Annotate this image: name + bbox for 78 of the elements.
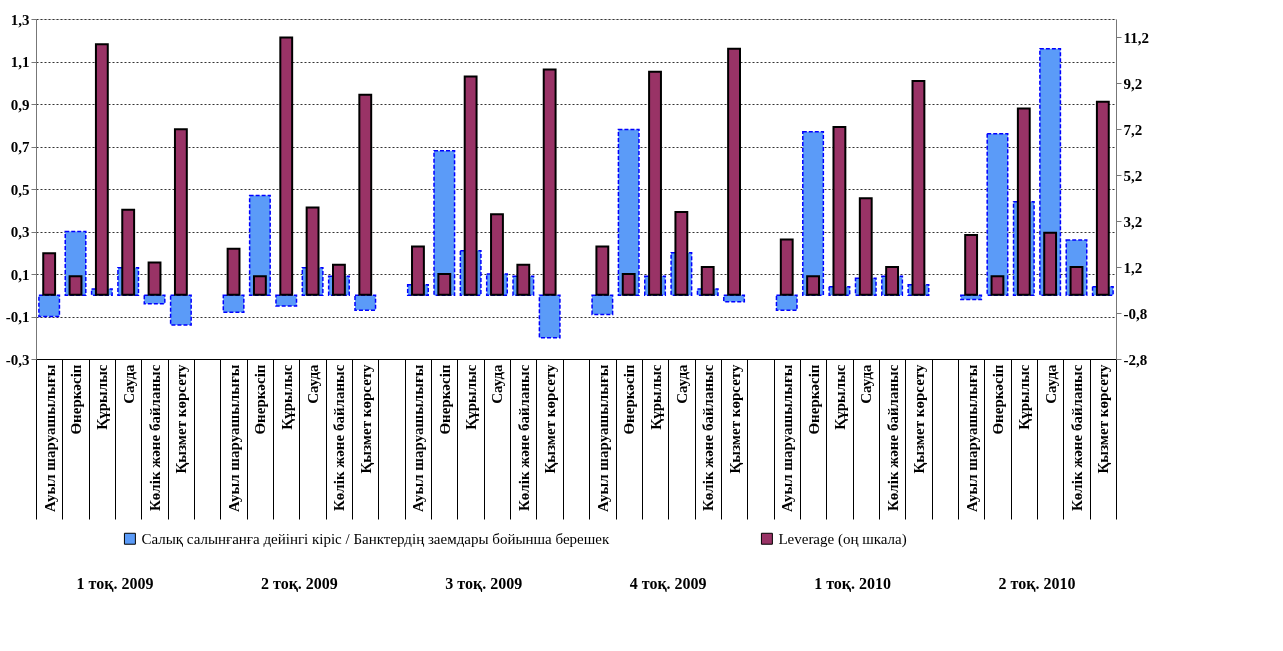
text: 2 тоқ. 2009 <box>260 575 338 592</box>
bar <box>617 128 640 296</box>
y-tick-label: -0,1 <box>5 309 30 325</box>
y-tick-label: 0,1 <box>10 266 30 283</box>
y2-tick-label: 3,2 <box>1123 213 1143 230</box>
bar <box>1043 231 1058 296</box>
x-tick-label: Ауыл шаруашылығы <box>963 364 980 513</box>
x-tick-label: Ауыл шаруашылығы <box>226 364 243 513</box>
text: 2 тоқ. 2010 <box>998 575 1076 592</box>
x-tick-label: Құрылыс <box>647 364 664 430</box>
bar <box>68 275 83 296</box>
x-tick-label: Ауыл шаруашылығы <box>594 364 611 513</box>
bar <box>775 294 798 311</box>
text: 1 тоқ. 2010 <box>814 575 892 592</box>
bar <box>990 275 1005 296</box>
x-tick-label: Өнеркәсіп <box>621 364 638 435</box>
x-tick-label: Сауда <box>489 364 506 404</box>
x-tick-label: Өнеркәсіп <box>68 364 85 435</box>
x-tick-label: Көлік және байланыс <box>331 364 348 512</box>
x-tick-label: Сауда <box>1042 364 1059 404</box>
y2-tick-label: -0,8 <box>1123 305 1148 322</box>
y-tick-label: 0,7 <box>10 139 30 155</box>
y2-tick-label: 9,2 <box>1123 75 1143 92</box>
x-tick-label: Сауда <box>120 364 137 404</box>
legend-label: Leverage (оң шкала) <box>778 530 907 548</box>
bar <box>252 275 267 296</box>
x-tick-label: Ауыл шаруашылығы <box>779 364 796 513</box>
x-tick-label: Көлік және байланыс <box>884 364 901 512</box>
y-tick-label: 0,3 <box>10 224 30 240</box>
x-tick-label: Өнеркәсіп <box>989 364 1006 435</box>
x-tick-label: Өнеркәсіп <box>436 364 453 435</box>
y2-tick-label: 5,2 <box>1123 167 1143 184</box>
x-tick-label: Құрылыс <box>831 364 848 430</box>
x-tick-label: Сауда <box>858 364 875 404</box>
legend-label: Салық салынғанға дейінгі кіріс / Банктердің заемдары бойынша берешек <box>141 530 610 547</box>
y-tick-label: 1,1 <box>10 54 30 70</box>
bar <box>433 150 456 296</box>
bar <box>1069 266 1084 296</box>
x-tick-label: Көлік және байланыс <box>700 364 717 512</box>
bar <box>169 294 192 326</box>
bar <box>437 273 452 296</box>
x-tick-label: Құрылыс <box>94 364 111 430</box>
y2-tick-label: 7,2 <box>1123 121 1143 138</box>
y2-tick-label: 11,2 <box>1123 29 1149 46</box>
x-tick-label: Сауда <box>673 364 690 404</box>
text: 3 тоқ. 2009 <box>445 575 523 592</box>
bar <box>806 275 820 296</box>
bar <box>802 130 825 296</box>
x-tick-label: Көлік және байланыс <box>1068 364 1085 512</box>
bar <box>986 133 1009 296</box>
x-tick-label: Сауда <box>305 364 322 404</box>
x-tick-label: Ауыл шаруашылығы <box>410 364 427 513</box>
x-tick-label: Құрылыс <box>278 364 295 430</box>
x-tick-label: Ауыл шаруашылығы <box>41 364 58 513</box>
y2-tick-label: 1,2 <box>1123 259 1143 276</box>
y-tick-label: -0,3 <box>5 351 30 368</box>
y-tick-label: 1,3 <box>10 11 30 28</box>
x-tick-label: Қызмет көрсету <box>542 364 559 474</box>
bar <box>275 294 298 307</box>
y-tick-label: 0,5 <box>10 181 30 198</box>
x-tick-label: Қызмет көрсету <box>357 364 374 474</box>
x-tick-label: Қызмет көрсету <box>1095 364 1112 474</box>
x-tick-label: Көлік және байланыс <box>147 364 164 512</box>
x-tick-label: Құрылыс <box>463 364 480 430</box>
x-tick-label: Қызмет көрсету <box>910 364 927 474</box>
x-tick-label: Құрылыс <box>1016 364 1033 430</box>
x-tick-label: Өнеркәсіп <box>805 364 822 435</box>
bar <box>538 294 561 339</box>
y-tick-label: 0,9 <box>10 96 30 113</box>
x-tick-label: Қызмет көрсету <box>173 364 190 474</box>
text: 1 тоқ. 2009 <box>76 575 154 592</box>
text: 4 тоқ. 2009 <box>629 575 707 592</box>
y2-tick-label: -2,8 <box>1123 351 1148 368</box>
x-tick-label: Қызмет көрсету <box>726 364 743 474</box>
bar <box>354 294 377 311</box>
x-tick-label: Көлік және байланыс <box>515 364 532 512</box>
x-tick-label: Өнеркәсіп <box>252 364 269 435</box>
bar <box>621 273 636 296</box>
